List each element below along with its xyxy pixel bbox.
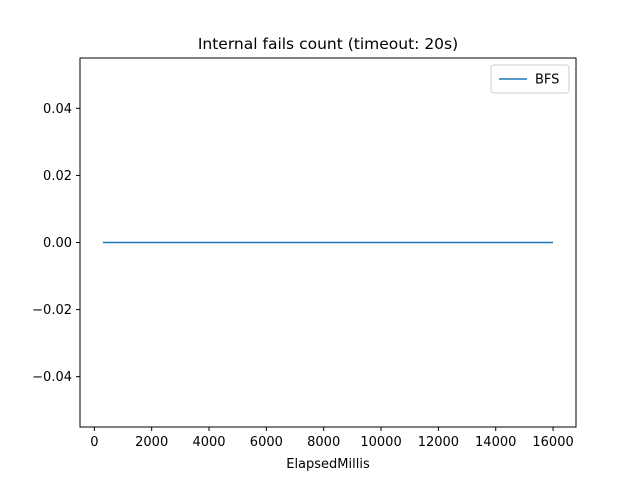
y-tick-label: 0.00 [43,236,72,251]
x-tick-label: 14000 [475,435,516,450]
legend-label: BFS [535,73,559,88]
y-axis: −0.04 −0.02 0.00 0.02 0.04 [32,102,80,385]
x-tick-label: 10000 [360,435,401,450]
x-tick-label: 4000 [192,435,225,450]
x-tick-label: 6000 [250,435,283,450]
x-tick-label: 12000 [418,435,459,450]
x-axis: 0 2000 4000 6000 8000 10000 12000 14000 16000 [90,427,574,450]
x-tick-label: 8000 [307,435,340,450]
legend-box [490,64,570,94]
x-tick-label: 16000 [532,435,573,450]
x-tick-label: 0 [90,435,98,450]
chart-title: Internal fails count (timeout: 20s) [198,35,458,53]
y-tick-label: 0.02 [43,169,72,184]
x-axis-title: ElapsedMillis [286,457,370,472]
y-tick-label: −0.04 [32,370,72,385]
y-tick-label: 0.04 [43,102,72,117]
y-tick-label: −0.02 [32,303,72,318]
legend: BFS [490,64,570,94]
x-tick-label: 2000 [135,435,168,450]
